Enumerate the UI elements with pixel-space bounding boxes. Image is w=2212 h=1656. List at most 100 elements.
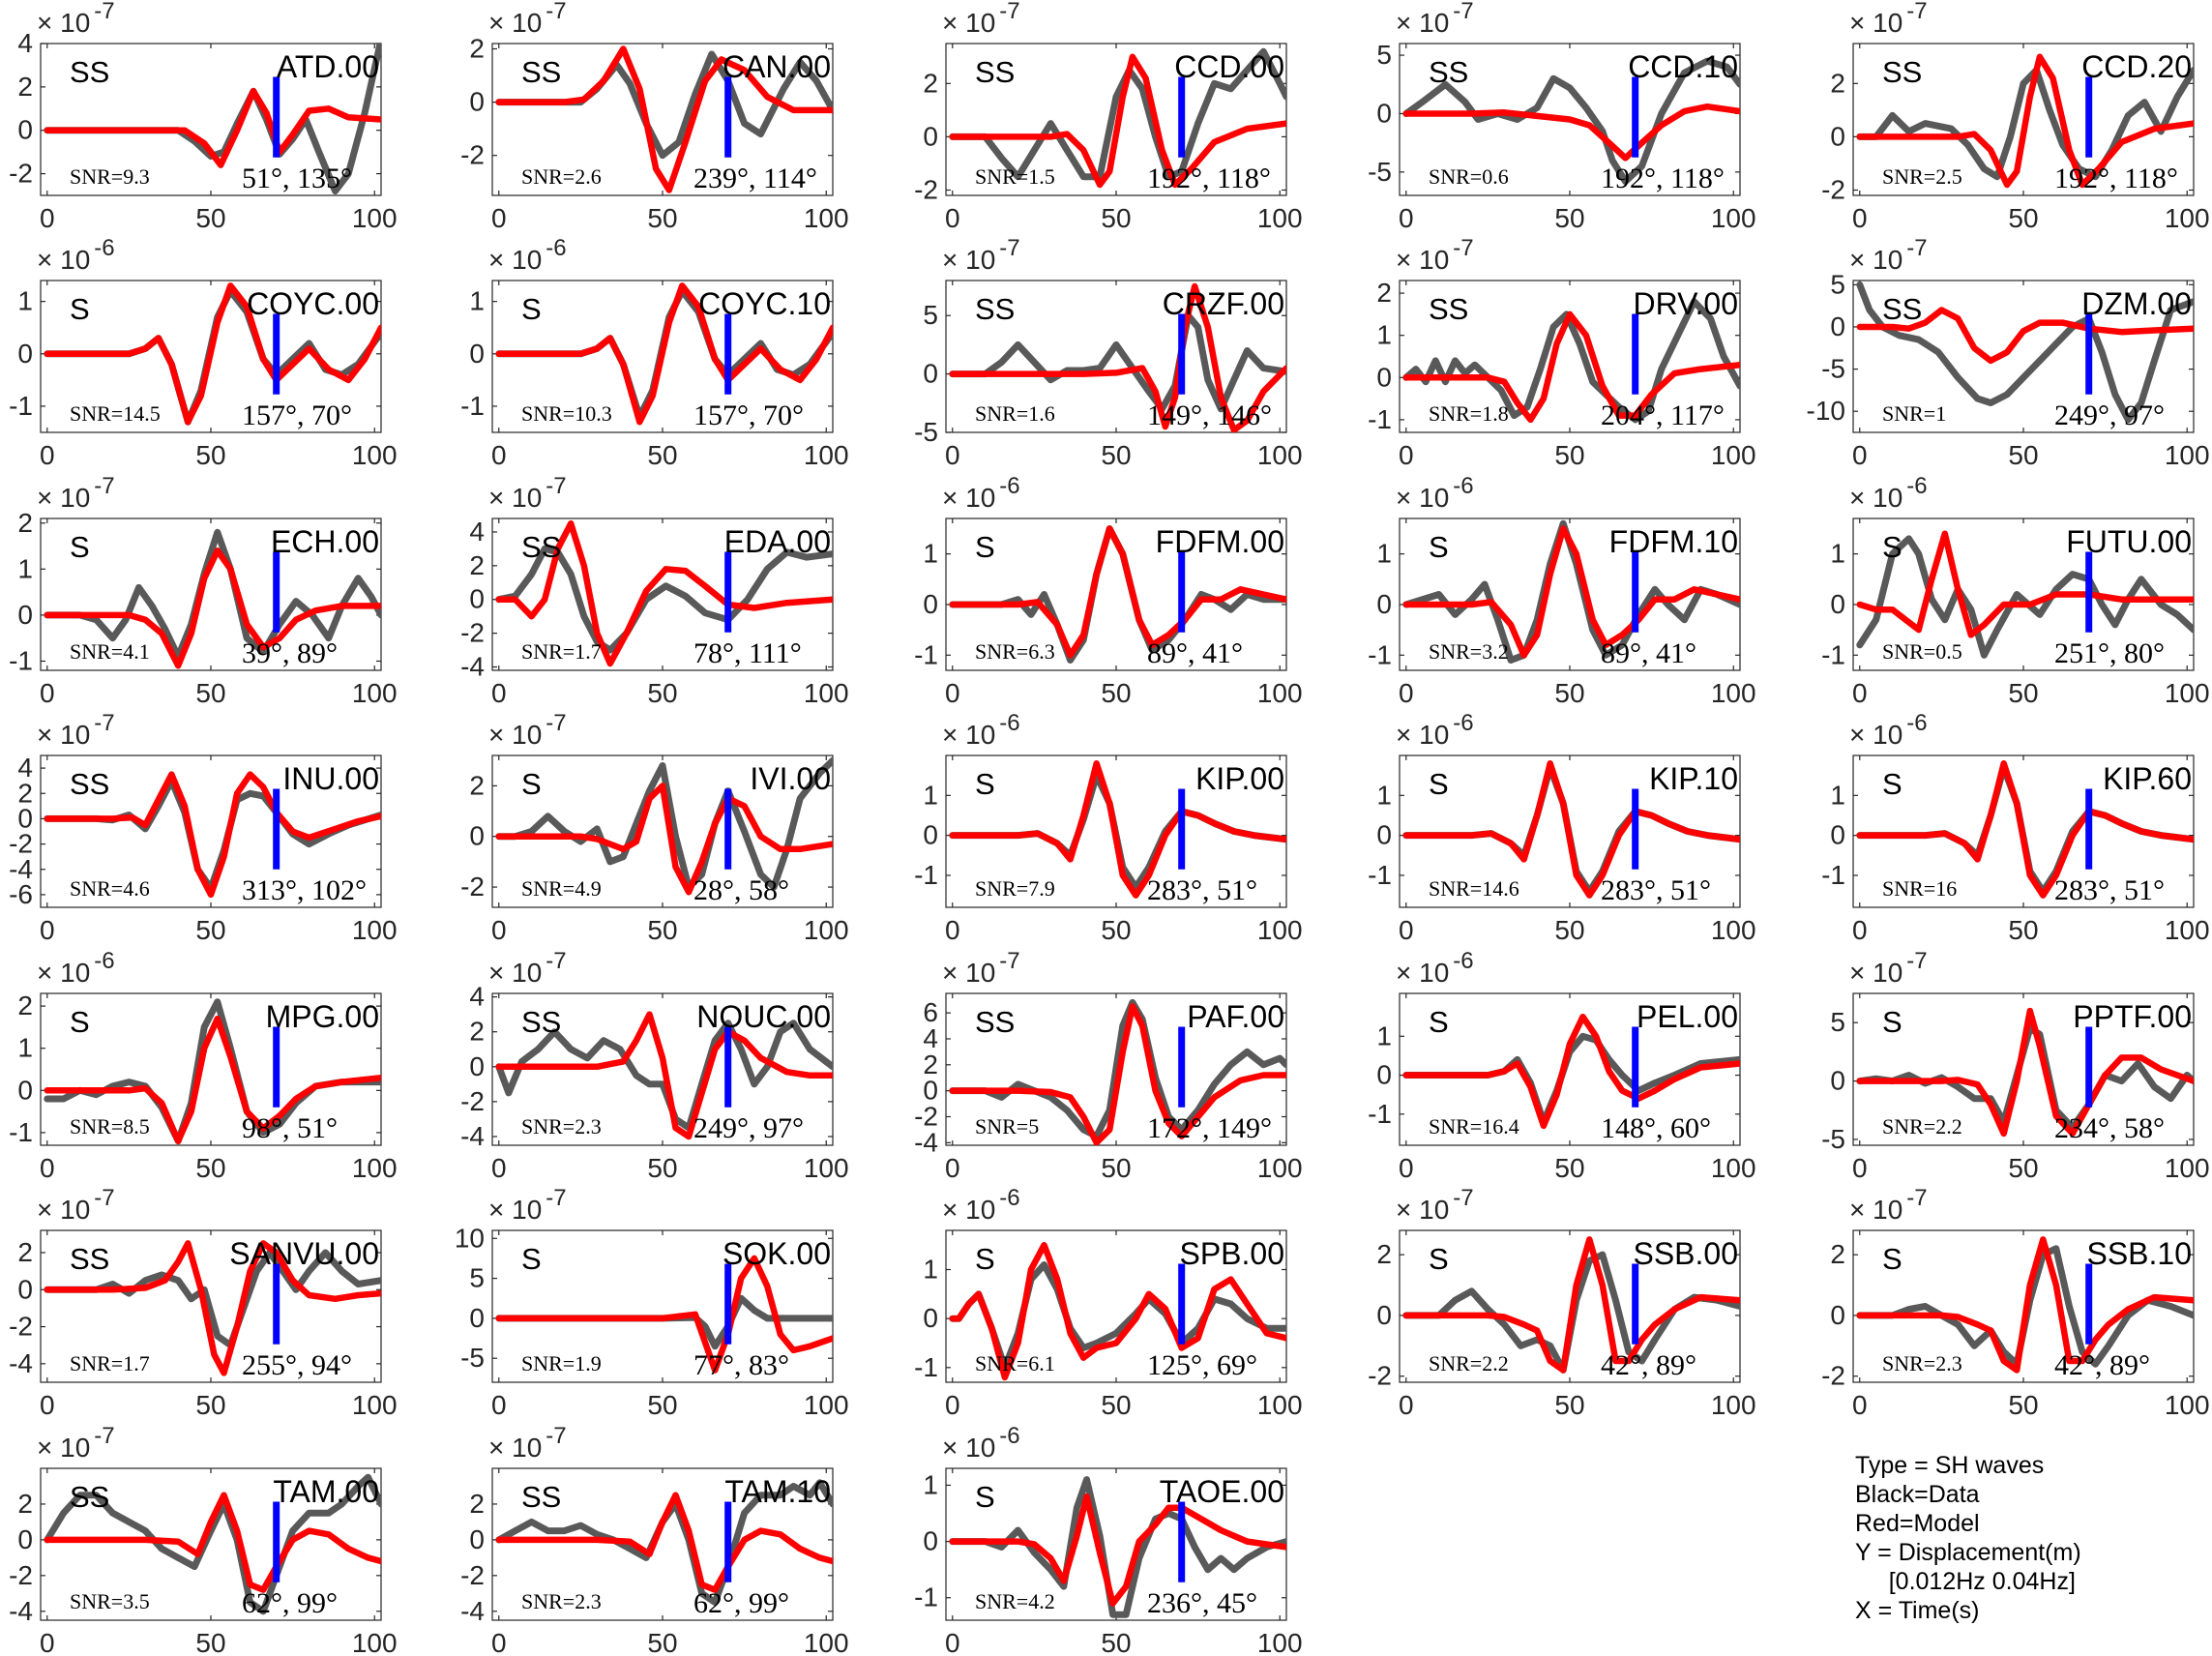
y-exponent-label: × 10 -7 <box>942 948 1020 988</box>
panel-dzm-00: 0 50 100 -10 -5 0 5× 10 -7 SS DZM.00 SNR=1 249°, 97… <box>1807 235 2210 470</box>
snr-label: SNR=1.9 <box>521 1351 602 1375</box>
phase-label: S <box>521 767 542 801</box>
x-tick-label: 100 <box>1711 678 1756 708</box>
data-trace <box>1856 281 2194 424</box>
angle-label: 149°, 146° <box>1147 399 1272 431</box>
station-label: INU.00 <box>282 761 379 796</box>
model-trace <box>1402 1236 1740 1374</box>
y-tick-label: 1 <box>1376 539 1392 569</box>
y-tick-label: 4 <box>17 753 33 783</box>
y-exponent-label: × 10 -7 <box>1396 235 1474 275</box>
y-tick-label: 0 <box>1376 1060 1392 1090</box>
y-tick-label: -1 <box>914 1352 938 1382</box>
x-tick-label: 0 <box>40 440 55 470</box>
phase-label: SS <box>521 530 561 564</box>
y-tick-label: 0 <box>923 820 938 850</box>
phase-label: S <box>70 1005 90 1039</box>
snr-label: SNR=1 <box>1882 401 1946 426</box>
station-label: MPG.00 <box>266 999 379 1034</box>
y-exponent-label: × 10 -6 <box>942 473 1020 513</box>
snr-label: SNR=16.4 <box>1429 1114 1519 1138</box>
x-tick-label: 100 <box>352 915 398 945</box>
phase-label: SS <box>975 55 1015 89</box>
x-tick-label: 0 <box>1852 678 1868 708</box>
x-tick-label: 100 <box>352 678 398 708</box>
y-tick-label: -2 <box>460 1086 485 1116</box>
y-exponent-power: -7 <box>999 948 1019 974</box>
station-label: ECH.00 <box>271 524 379 559</box>
traces <box>949 47 1286 189</box>
y-tick-label: -2 <box>460 140 485 170</box>
y-exponent-power: -6 <box>1906 473 1927 499</box>
x-tick-label: 50 <box>647 915 677 945</box>
station-label: PEL.00 <box>1637 999 1738 1034</box>
y-tick-label: 0 <box>1830 589 1845 619</box>
y-tick-label: 1 <box>923 539 938 569</box>
phase-label: SS <box>975 1005 1015 1039</box>
station-label: ATD.00 <box>277 49 379 84</box>
y-tick-label: 0 <box>17 115 33 145</box>
data-trace <box>495 756 833 891</box>
y-tick-label: -1 <box>1368 860 1392 890</box>
y-tick-label: 0 <box>1376 362 1392 392</box>
phase-label: SS <box>521 55 561 89</box>
y-exponent-label: × 10 -6 <box>942 1423 1020 1463</box>
x-tick-label: 0 <box>40 1628 55 1656</box>
x-tick-label: 50 <box>195 440 225 470</box>
x-tick-label: 100 <box>2165 915 2210 945</box>
phase-label: S <box>1882 1242 1902 1276</box>
angle-label: 62°, 99° <box>693 1587 789 1619</box>
phase-label: S <box>70 292 90 326</box>
data-trace <box>1856 535 2194 659</box>
traces <box>1402 298 1740 424</box>
y-tick-label: 1 <box>923 1255 938 1285</box>
y-exponent-power: -6 <box>999 1185 1019 1211</box>
traces <box>495 45 833 193</box>
legend-line-x: X = Time(s) <box>1855 1597 1980 1624</box>
y-exponent-power: -7 <box>94 1185 114 1211</box>
y-tick-label: 0 <box>923 1303 938 1333</box>
angle-label: 78°, 111° <box>693 637 802 669</box>
y-exponent-label: × 10 -6 <box>37 235 115 275</box>
angle-label: 42°, 89° <box>1601 1349 1696 1381</box>
data-trace <box>44 528 381 661</box>
station-label: SSB.10 <box>2086 1236 2192 1271</box>
x-tick-label: 100 <box>1257 1153 1303 1183</box>
x-tick-label: 100 <box>352 203 398 233</box>
x-tick-label: 50 <box>195 1390 225 1420</box>
snr-label: SNR=5 <box>975 1114 1039 1138</box>
y-tick-label: 0 <box>1376 820 1392 850</box>
y-tick-label: 2 <box>17 508 33 538</box>
x-tick-label: 0 <box>1852 1153 1868 1183</box>
y-tick-label: 0 <box>1830 121 1845 151</box>
x-tick-label: 50 <box>2008 1153 2038 1183</box>
angle-label: 157°, 70° <box>693 399 804 431</box>
y-tick-label: -5 <box>1821 354 1845 384</box>
y-tick-label: 4 <box>469 517 485 547</box>
model-trace <box>1402 760 1740 899</box>
y-exponent-label: × 10 -7 <box>37 0 115 38</box>
station-label: KIP.60 <box>2103 761 2192 796</box>
traces <box>949 1241 1286 1381</box>
x-tick-label: 50 <box>1554 678 1584 708</box>
y-exponent-power: -7 <box>546 710 566 736</box>
x-tick-label: 100 <box>1257 440 1303 470</box>
angle-label: 42°, 89° <box>2054 1349 2150 1381</box>
station-label: KIP.00 <box>1195 761 1284 796</box>
y-tick-label: 0 <box>923 589 938 619</box>
y-tick-label: 0 <box>923 359 938 389</box>
y-exponent-power: -6 <box>999 473 1019 499</box>
station-label: COYC.00 <box>247 286 379 321</box>
station-label: CRZF.00 <box>1163 286 1284 321</box>
y-tick-label: 4 <box>17 28 33 58</box>
phase-label: SS <box>70 1242 109 1276</box>
y-exponent-power: -7 <box>1906 0 1927 24</box>
